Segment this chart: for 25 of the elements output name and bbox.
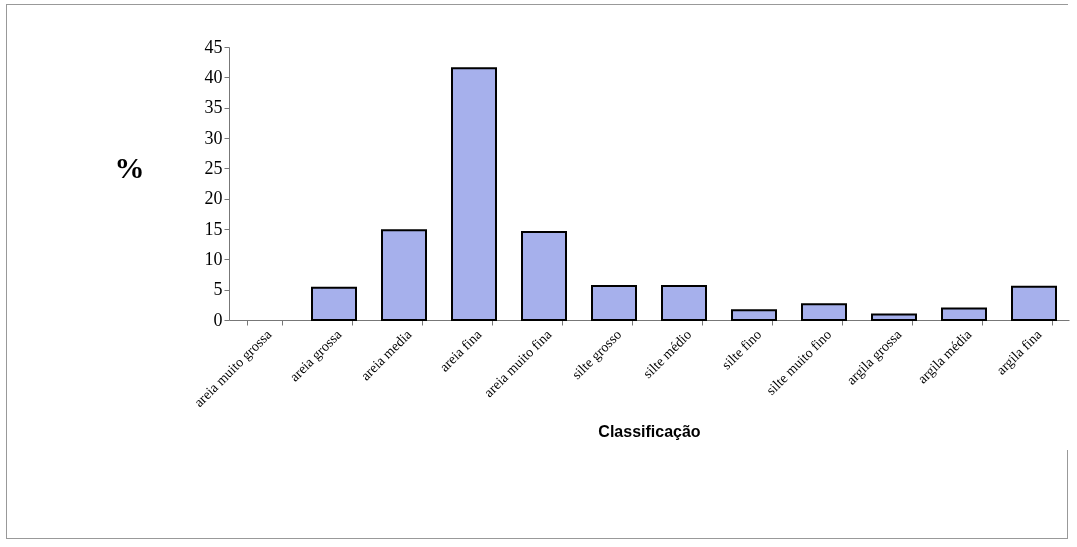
bar <box>521 231 567 321</box>
y-tick-label: 15 <box>204 218 223 239</box>
y-tick-label: 40 <box>204 66 223 87</box>
y-tick-label: 0 <box>213 309 223 330</box>
y-tick-label: 25 <box>204 157 223 178</box>
y-tick-label: 30 <box>204 127 223 148</box>
bar <box>591 285 637 321</box>
bar <box>661 285 707 321</box>
bar <box>451 67 497 321</box>
bar <box>871 313 917 321</box>
y-tick-label: 45 <box>204 36 223 57</box>
bar <box>381 229 427 321</box>
x-tick-label: areia fina <box>436 326 485 375</box>
y-tick-label: 35 <box>204 97 223 118</box>
bar <box>731 309 777 321</box>
bar <box>941 307 987 321</box>
x-axis-title: Classificação <box>598 422 701 440</box>
x-tick-label: silte fino <box>718 326 765 373</box>
y-tick-label: 10 <box>204 248 223 269</box>
y-axis-title: % <box>114 151 145 184</box>
bar <box>1011 285 1057 321</box>
bar <box>801 303 847 321</box>
bar <box>311 286 357 321</box>
y-tick-label: 5 <box>213 279 223 300</box>
y-tick-label: 20 <box>204 188 223 209</box>
